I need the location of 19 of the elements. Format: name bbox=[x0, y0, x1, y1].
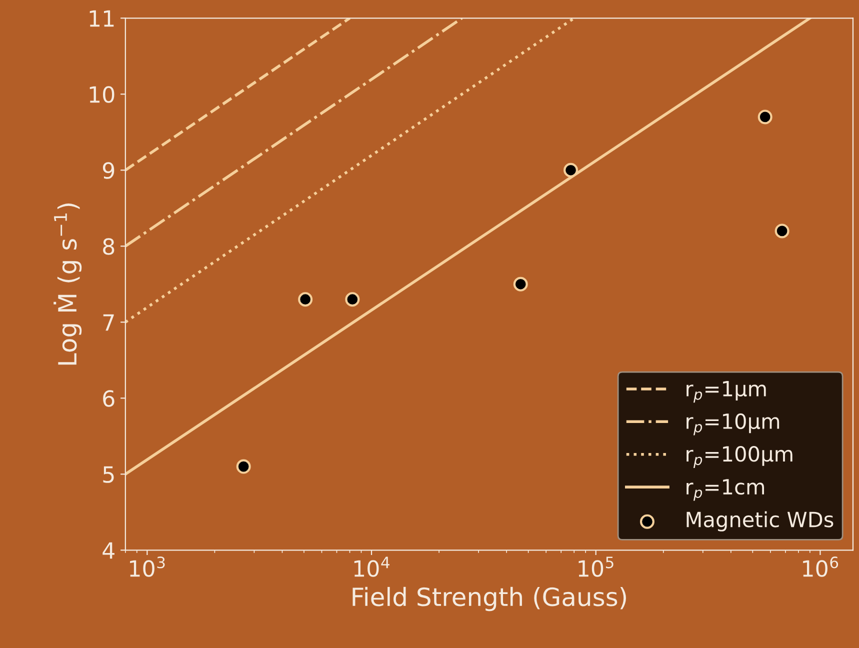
y-tick-label: 11 bbox=[90, 10, 114, 27]
y-tick-label: 10 bbox=[90, 86, 114, 103]
y-axis-title: Log Ṁ (g s$^{−1}$) bbox=[54, 204, 82, 365]
y-tick-label: 8 bbox=[103, 238, 114, 255]
legend-label: r$_{p}$=1cm bbox=[686, 479, 764, 501]
legend-label: r$_{p}$=10μm bbox=[686, 413, 780, 436]
legend-label: Magnetic WDs bbox=[686, 511, 834, 532]
x-tick-label: 10$^{3}$ bbox=[130, 556, 165, 577]
y-tick-label: 5 bbox=[103, 466, 114, 483]
y-tick-label: 4 bbox=[102, 542, 114, 559]
y-tick-label: 9 bbox=[102, 162, 114, 179]
y-tick-label: 7 bbox=[103, 314, 114, 331]
x-tick-label: 10$^{4}$ bbox=[354, 556, 390, 577]
legend-label: r$_{p}$=100μm bbox=[686, 446, 792, 468]
x-tick-label: 10$^{5}$ bbox=[578, 556, 614, 577]
x-tick-label: 10$^{6}$ bbox=[803, 556, 838, 577]
legend-label: r$_{p}$=1μm bbox=[686, 381, 766, 403]
y-tick-label: 6 bbox=[103, 390, 114, 407]
x-axis-title: Field Strength (Gauss) bbox=[352, 586, 626, 612]
